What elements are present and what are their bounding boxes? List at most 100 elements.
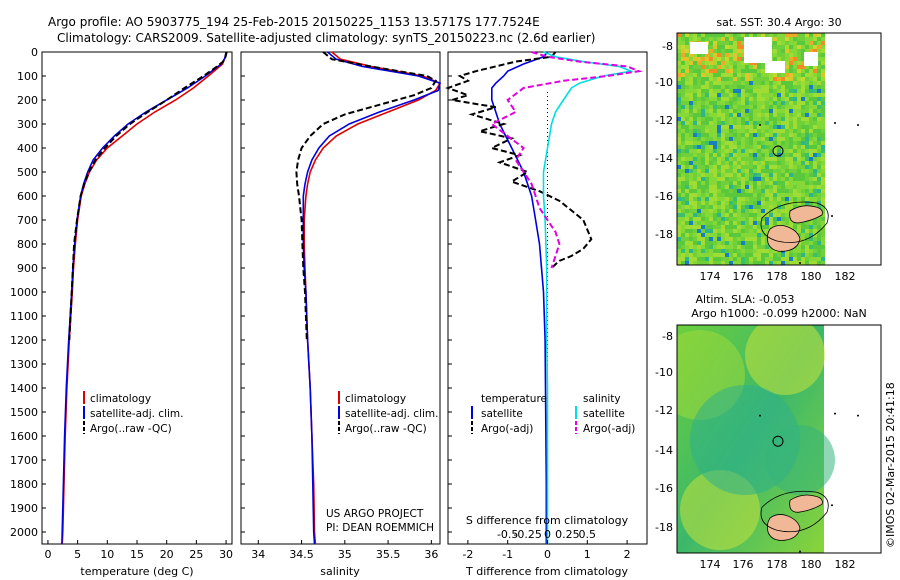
sst-cell <box>705 173 709 177</box>
sst-cell <box>733 57 737 61</box>
sst-cell <box>701 185 705 189</box>
sst-cell <box>713 217 717 221</box>
map-bottom-x-tick: 180 <box>801 558 822 571</box>
sst-cell <box>709 61 713 65</box>
sst-cell <box>761 113 765 117</box>
sst-cell <box>745 209 749 213</box>
sst-cell <box>805 241 809 245</box>
sst-cell <box>821 57 825 61</box>
sst-cell <box>773 129 777 133</box>
sst-cell <box>769 81 773 85</box>
sst-cell <box>789 193 793 197</box>
sst-cell <box>781 105 785 109</box>
sst-cell <box>789 161 793 165</box>
sst-cell <box>737 85 741 89</box>
sst-cell <box>693 261 697 265</box>
sst-cell <box>789 157 793 161</box>
sst-cell <box>765 213 769 217</box>
sst-cell <box>721 149 725 153</box>
sst-cell <box>701 137 705 141</box>
sst-cell <box>697 149 701 153</box>
sst-cell <box>685 49 689 53</box>
sst-cell <box>745 105 749 109</box>
sst-cell <box>781 45 785 49</box>
sst-cell <box>805 197 809 201</box>
sst-cell <box>721 189 725 193</box>
sst-cell <box>773 137 777 141</box>
sst-cell <box>801 245 805 249</box>
sst-cell <box>793 169 797 173</box>
argo-float-position <box>772 435 784 447</box>
sst-cell <box>689 221 693 225</box>
sst-cell <box>721 257 725 261</box>
sst-cell <box>729 129 733 133</box>
sst-cell <box>781 85 785 89</box>
sst-cell <box>773 157 777 161</box>
sst-cell <box>677 105 681 109</box>
sst-cell <box>689 113 693 117</box>
sst-cell <box>737 253 741 257</box>
sst-cell <box>745 109 749 113</box>
sst-cell <box>693 37 697 41</box>
sst-cell <box>761 221 765 225</box>
sst-cell <box>737 37 741 41</box>
sst-cell <box>693 209 697 213</box>
sst-cell <box>801 257 805 261</box>
small-island-dot <box>834 122 836 124</box>
sst-cell <box>817 233 821 237</box>
sst-cell <box>797 133 801 137</box>
sst-cell <box>705 165 709 169</box>
sst-cell <box>733 113 737 117</box>
sst-cell <box>697 185 701 189</box>
map-tick-labels: 174174176176178178180180182182-8-8-10-10… <box>655 40 855 571</box>
sst-cell <box>701 217 705 221</box>
sst-cell <box>813 197 817 201</box>
sst-cell <box>749 101 753 105</box>
sst-cell <box>737 177 741 181</box>
legend-satellite-label: satellite-adj. clim. <box>90 408 183 420</box>
sst-cell <box>741 101 745 105</box>
sst-cell <box>709 221 713 225</box>
sst-cell <box>689 213 693 217</box>
sst-cell <box>709 185 713 189</box>
sst-cell <box>757 97 761 101</box>
sst-cell <box>677 145 681 149</box>
sst-cell <box>685 185 689 189</box>
sst-cell <box>713 213 717 217</box>
sst-cell <box>785 205 789 209</box>
sst-cell <box>737 169 741 173</box>
sst-cell <box>709 245 713 249</box>
sst-cell <box>741 253 745 257</box>
sst-cell <box>693 53 697 57</box>
sst-cell <box>733 117 737 121</box>
sst-cell <box>773 41 777 45</box>
map-bottom-x-tick: 174 <box>700 558 721 571</box>
sst-cell <box>745 77 749 81</box>
sst-cell <box>701 237 705 241</box>
sst-cell <box>701 81 705 85</box>
map-bottom-y-tick: -16 <box>655 482 673 495</box>
sst-cell <box>765 173 769 177</box>
sst-cell <box>693 237 697 241</box>
sst-cell <box>781 93 785 97</box>
sst-cell <box>737 161 741 165</box>
sst-cell <box>685 189 689 193</box>
sst-cell <box>757 185 761 189</box>
sst-cell <box>709 33 713 37</box>
depth-tick-label: 1500 <box>10 406 38 419</box>
sst-cell <box>753 229 757 233</box>
sst-cell <box>821 233 825 237</box>
sst-cell <box>745 225 749 229</box>
sst-cell <box>713 205 717 209</box>
sst-cell <box>789 73 793 77</box>
sst-cell <box>737 33 741 37</box>
sst-cell <box>693 193 697 197</box>
sst-cell <box>741 193 745 197</box>
sst-cell <box>713 161 717 165</box>
sst-cell <box>761 85 765 89</box>
sst-cell <box>741 125 745 129</box>
sst-cell <box>685 177 689 181</box>
sst-cell <box>789 53 793 57</box>
sst-cell <box>789 45 793 49</box>
sst-cell <box>745 33 749 37</box>
